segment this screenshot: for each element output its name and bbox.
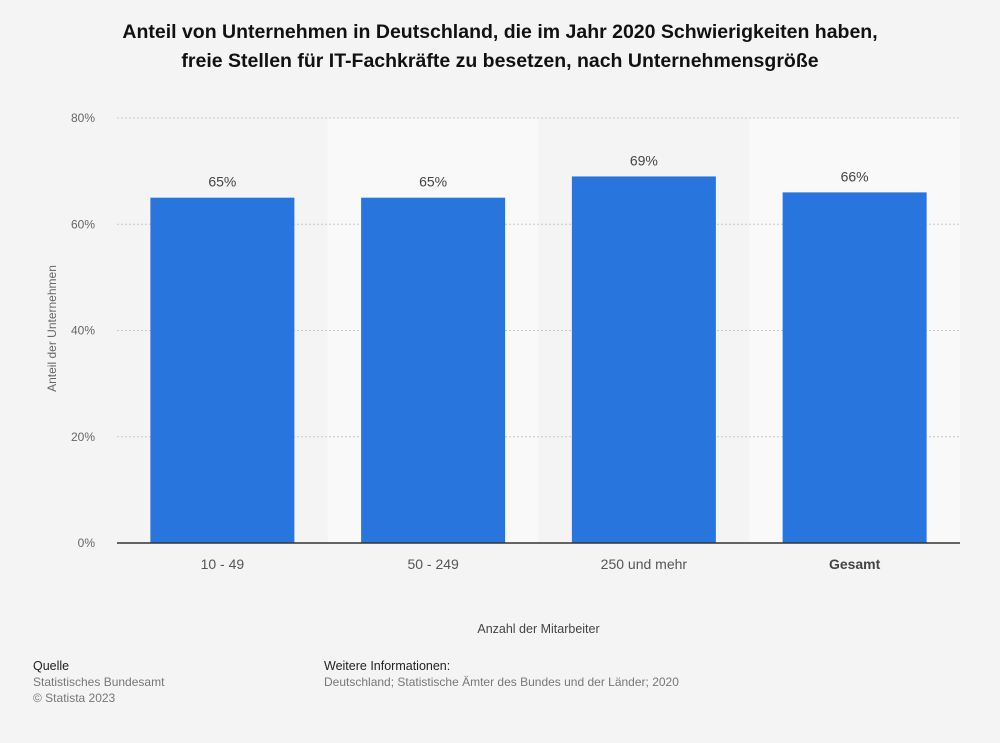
copyright: © Statista 2023 xyxy=(33,691,116,705)
bar xyxy=(361,197,506,543)
x-tick-label: 10 - 49 xyxy=(201,556,245,572)
chart-title-line-2: freie Stellen für IT-Fachkräfte zu beset… xyxy=(181,50,819,72)
bar xyxy=(571,176,716,543)
data-label: 69% xyxy=(630,152,658,168)
x-tick-label: 250 und mehr xyxy=(601,556,688,572)
y-tick-label: 60% xyxy=(71,217,95,231)
x-tick-label: 50 - 249 xyxy=(407,556,459,572)
y-tick-label: 80% xyxy=(71,111,95,125)
bar xyxy=(150,197,295,543)
bar xyxy=(782,192,927,543)
y-tick-label: 20% xyxy=(71,430,95,444)
chart-title-line-1: Anteil von Unternehmen in Deutschland, d… xyxy=(122,21,878,43)
info-text: Deutschland; Statistische Ämter des Bund… xyxy=(324,675,679,689)
data-label: 65% xyxy=(419,174,447,190)
y-tick-label: 40% xyxy=(71,324,95,338)
source-heading: Quelle xyxy=(33,659,70,673)
info-heading: Weitere Informationen: xyxy=(324,659,451,673)
source-name: Statistisches Bundesamt xyxy=(33,675,165,689)
info-block: Weitere Informationen: Deutschland; Stat… xyxy=(324,658,679,690)
x-tick-label: Gesamt xyxy=(829,556,881,572)
data-label: 66% xyxy=(841,168,869,184)
bar-chart: 0% 20% 40% 60% 80% 65% 10 - 49 65% 50 - 249 69% 25… xyxy=(45,111,960,636)
source-block: Quelle Statistisches Bundesamt © Statist… xyxy=(33,658,164,706)
chart-title: Anteil von Unternehmen in Deutschland, d… xyxy=(40,18,960,76)
x-axis-title: Anzahl der Mitarbeiter xyxy=(477,622,599,636)
y-tick-label: 0% xyxy=(78,536,96,550)
y-axis-title: Anteil der Unternehmen xyxy=(45,265,59,392)
data-label: 65% xyxy=(208,174,236,190)
